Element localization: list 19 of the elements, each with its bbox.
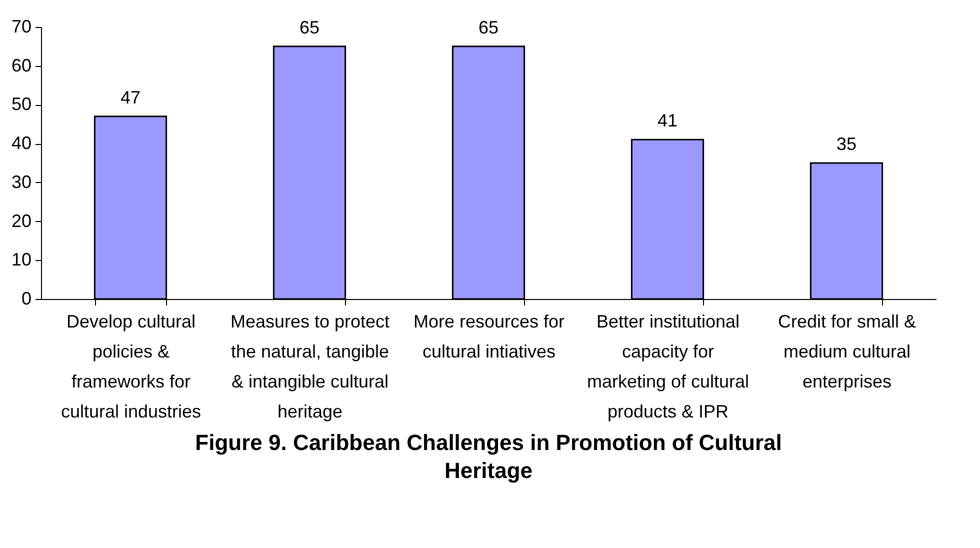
y-tick-label: 70 xyxy=(11,16,32,36)
y-tick-label: 0 xyxy=(21,288,32,308)
x-tick-label: Measures to protect the natural, tangible & intangible cultural heritage xyxy=(230,312,390,422)
x-tick-label: Better institutional capacity for marketing of cultural products & IPR xyxy=(586,312,750,422)
y-tick-label: 40 xyxy=(11,133,32,154)
data-label: 47 xyxy=(120,87,141,108)
data-label: 65 xyxy=(478,17,499,38)
data-label: 41 xyxy=(657,110,678,131)
y-tick-label: 50 xyxy=(11,94,32,114)
data-label: 65 xyxy=(299,17,320,38)
y-tick-label: 60 xyxy=(11,55,32,76)
x-tick-label: More resources for cultural intiatives xyxy=(413,312,565,362)
data-label: 35 xyxy=(836,134,857,154)
y-tick-label: 30 xyxy=(11,172,32,192)
y-tick-label: 20 xyxy=(11,210,32,231)
x-tick-label: Credit for small & medium cultural enterprises xyxy=(778,312,916,392)
x-tick-label: Develop cultural policies & frameworks for cultural industries xyxy=(60,312,202,422)
text: Figure 9. Caribbean Challenges in Promotion of Cultural Heritage xyxy=(195,430,782,483)
y-tick-label: 10 xyxy=(11,250,32,270)
